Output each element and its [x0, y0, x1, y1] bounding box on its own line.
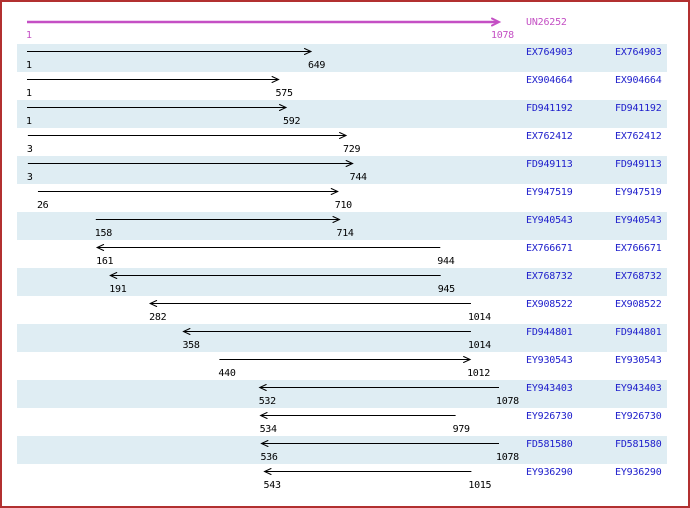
accession-link-secondary[interactable]: EY947519	[615, 187, 662, 198]
accession-link-secondary[interactable]: EX766671	[615, 243, 662, 254]
start-coordinate: 1	[26, 88, 32, 99]
row-stripe	[17, 380, 667, 408]
row-stripe	[17, 156, 667, 184]
accession-link[interactable]: EY947519	[526, 187, 573, 198]
end-coordinate: 649	[307, 60, 326, 71]
end-coordinate: 744	[349, 172, 367, 183]
reference-arrowhead	[491, 17, 502, 27]
start-coordinate: 282	[149, 312, 167, 323]
end-coordinate: 1014	[467, 340, 491, 351]
start-coordinate: 536	[260, 452, 278, 463]
accession-link[interactable]: EX766671	[526, 243, 573, 254]
reference-start-coordinate: 1	[26, 30, 32, 41]
accession-link[interactable]: EY943403	[526, 383, 573, 394]
end-coordinate: 592	[283, 116, 301, 127]
end-coordinate: 714	[336, 228, 354, 239]
alignment-arrowhead-EX766671	[95, 244, 105, 251]
accession-link[interactable]: EX768732	[526, 271, 573, 282]
end-coordinate: 1078	[496, 452, 519, 463]
accession-link-secondary[interactable]: EX904664	[615, 75, 662, 86]
start-coordinate: 191	[109, 284, 127, 295]
end-coordinate: 1078	[496, 396, 519, 407]
alignment-arrowhead-EX908522	[148, 300, 158, 307]
accession-link-secondary[interactable]: EY936290	[615, 467, 662, 478]
start-coordinate: 3	[26, 172, 33, 183]
accession-link[interactable]: FD941192	[526, 103, 573, 114]
row-stripe	[17, 44, 667, 72]
accession-link-secondary[interactable]: FD581580	[615, 439, 662, 450]
end-coordinate: 979	[452, 424, 470, 435]
start-coordinate: 358	[182, 340, 200, 351]
end-coordinate: 729	[343, 144, 361, 155]
end-coordinate: 945	[437, 284, 455, 295]
start-coordinate: 440	[218, 368, 236, 379]
accession-link[interactable]: EY926730	[526, 411, 573, 422]
accession-link[interactable]: EX908522	[526, 299, 573, 310]
alignment-arrowhead-EX762412	[339, 132, 348, 139]
row-stripe	[17, 212, 667, 240]
accession-link-secondary[interactable]: EX762412	[615, 131, 662, 142]
reference-accession-link[interactable]: UN26252	[526, 17, 567, 28]
alignment-arrowhead-EY930543	[463, 356, 472, 363]
start-coordinate: 534	[259, 424, 277, 435]
accession-link[interactable]: EX904664	[526, 75, 573, 86]
accession-link[interactable]: EY930543	[526, 355, 573, 366]
reference-end-coordinate: 1078	[491, 30, 514, 41]
accession-link-secondary[interactable]: FD941192	[615, 103, 662, 114]
accession-link-secondary[interactable]: FD944801	[615, 327, 662, 338]
start-coordinate: 532	[258, 396, 276, 407]
accession-link-secondary[interactable]: EY930543	[615, 355, 662, 366]
alignment-arrowhead-EY947519	[330, 188, 339, 195]
accession-link-secondary[interactable]: FD949113	[615, 159, 662, 170]
end-coordinate: 944	[437, 256, 455, 267]
accession-link-secondary[interactable]: EX908522	[615, 299, 662, 310]
end-coordinate: 1015	[468, 480, 492, 491]
end-coordinate: 1014	[467, 312, 491, 323]
alignment-arrowhead-EY926730	[259, 412, 268, 419]
accession-link[interactable]: EX762412	[526, 131, 573, 142]
start-coordinate: 1	[26, 116, 32, 127]
accession-link[interactable]: EX764903	[526, 47, 573, 58]
start-coordinate: 543	[263, 480, 281, 491]
accession-link[interactable]: FD581580	[526, 439, 573, 450]
start-coordinate: 26	[36, 200, 49, 211]
alignment-arrowhead-EX904664	[271, 76, 280, 83]
row-stripe	[17, 268, 667, 296]
row-stripe	[17, 436, 667, 464]
accession-link[interactable]: EY940543	[526, 215, 573, 226]
start-coordinate: 161	[96, 256, 114, 267]
accession-link[interactable]: FD949113	[526, 159, 573, 170]
start-coordinate: 158	[94, 228, 112, 239]
row-stripe	[17, 324, 667, 352]
accession-link[interactable]: EY936290	[526, 467, 573, 478]
start-coordinate: 1	[26, 60, 32, 71]
start-coordinate: 3	[26, 144, 33, 155]
accession-link-secondary[interactable]: EY926730	[615, 411, 662, 422]
accession-link-secondary[interactable]: EX768732	[615, 271, 662, 282]
accession-link[interactable]: FD944801	[526, 327, 573, 338]
end-coordinate: 1012	[467, 368, 490, 379]
accession-link-secondary[interactable]: EX764903	[615, 47, 662, 58]
accession-link-secondary[interactable]: EY940543	[615, 215, 662, 226]
end-coordinate: 575	[275, 88, 293, 99]
accession-link-secondary[interactable]: EY943403	[615, 383, 662, 394]
alignment-arrowhead-EY936290	[263, 468, 272, 475]
end-coordinate: 710	[334, 200, 352, 211]
row-stripe	[17, 100, 667, 128]
